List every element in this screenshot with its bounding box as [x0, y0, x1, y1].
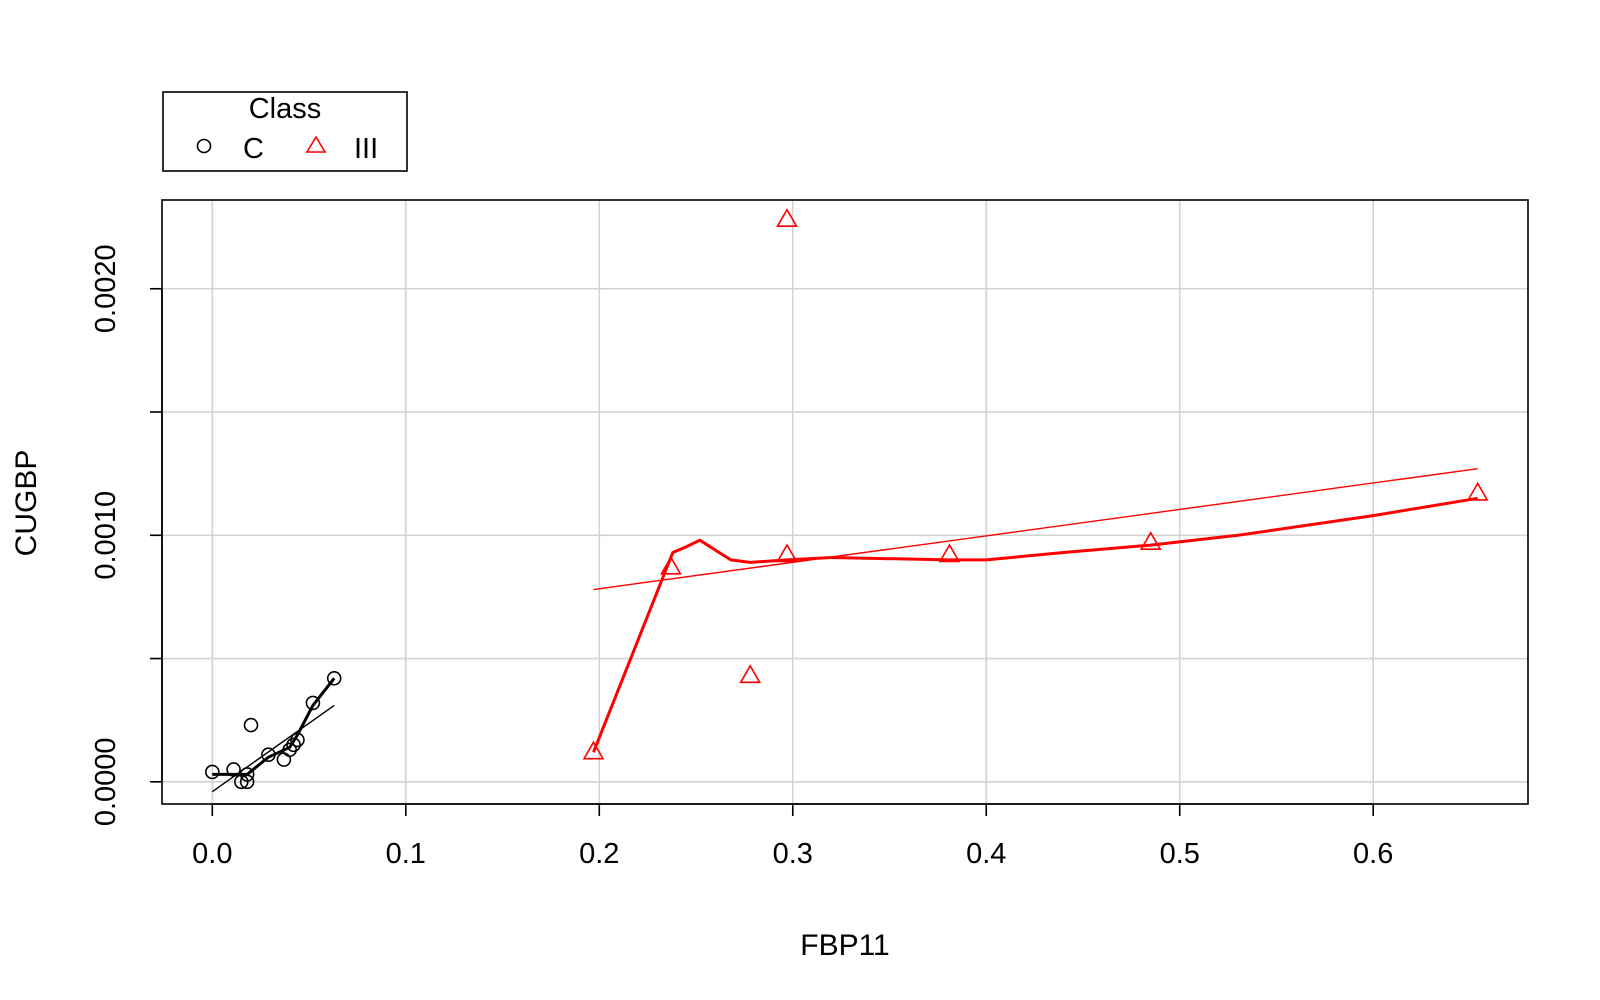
y-tick-label: 0.0000 — [90, 737, 122, 826]
legend-title: Class — [249, 93, 322, 125]
linear-fit-line — [593, 468, 1478, 591]
legend-triangle-marker — [305, 135, 327, 153]
data-point-circle — [243, 717, 259, 733]
data-point-circle — [286, 737, 301, 753]
data-point-circle — [326, 670, 342, 686]
smooth-fit-line — [592, 496, 1478, 753]
x-tick-label: 0.5 — [1160, 838, 1200, 870]
smooth-fit-line — [212, 677, 336, 776]
data-point-circle — [226, 762, 241, 777]
grid — [162, 200, 1528, 804]
axes: 0.0 0.1 0.2 0.3 0.4 0.5 0.6 0.0000 0.0010 0.0020 — [90, 244, 1393, 870]
data-point-triangle — [739, 664, 762, 684]
data-point-circle — [261, 747, 276, 762]
data-point-triangle — [776, 543, 798, 563]
legend-label-iii: III — [354, 133, 378, 165]
data-point-circle — [290, 732, 305, 748]
data-point-circle — [239, 767, 255, 782]
legend: Class C III — [162, 91, 408, 172]
y-tick-label: 0.0020 — [90, 244, 122, 333]
data-point-circle — [276, 752, 292, 767]
data-point-triangle — [660, 555, 682, 575]
fit-lines — [211, 468, 1478, 793]
data-point-circle — [239, 774, 255, 790]
x-tick-label: 0.2 — [579, 838, 619, 870]
data-point-circle — [205, 764, 220, 780]
data-point-triangle — [582, 740, 605, 760]
x-tick-label: 0.6 — [1353, 838, 1393, 870]
data-point-circle — [305, 695, 321, 711]
legend-circle-marker — [196, 138, 212, 154]
data-points — [205, 208, 1489, 790]
legend-label-c: C — [243, 133, 264, 165]
legend-box — [162, 91, 408, 172]
x-axis-label: FBP11 — [800, 929, 890, 962]
data-point-triangle — [938, 543, 961, 563]
x-tick-label: 0.4 — [966, 838, 1006, 870]
data-point-triangle — [1139, 531, 1162, 551]
data-point-circle — [282, 742, 297, 758]
x-tick-label: 0.0 — [192, 838, 232, 870]
linear-fit-line — [211, 704, 335, 793]
x-tick-label: 0.1 — [386, 838, 426, 870]
data-point-triangle — [776, 208, 798, 227]
x-tick-label: 0.3 — [773, 838, 813, 870]
y-tick-label: 0.0010 — [90, 491, 122, 580]
data-point-triangle — [1466, 481, 1489, 501]
y-axis-label: CUGBP — [10, 450, 43, 557]
plot-frame — [161, 199, 1529, 805]
